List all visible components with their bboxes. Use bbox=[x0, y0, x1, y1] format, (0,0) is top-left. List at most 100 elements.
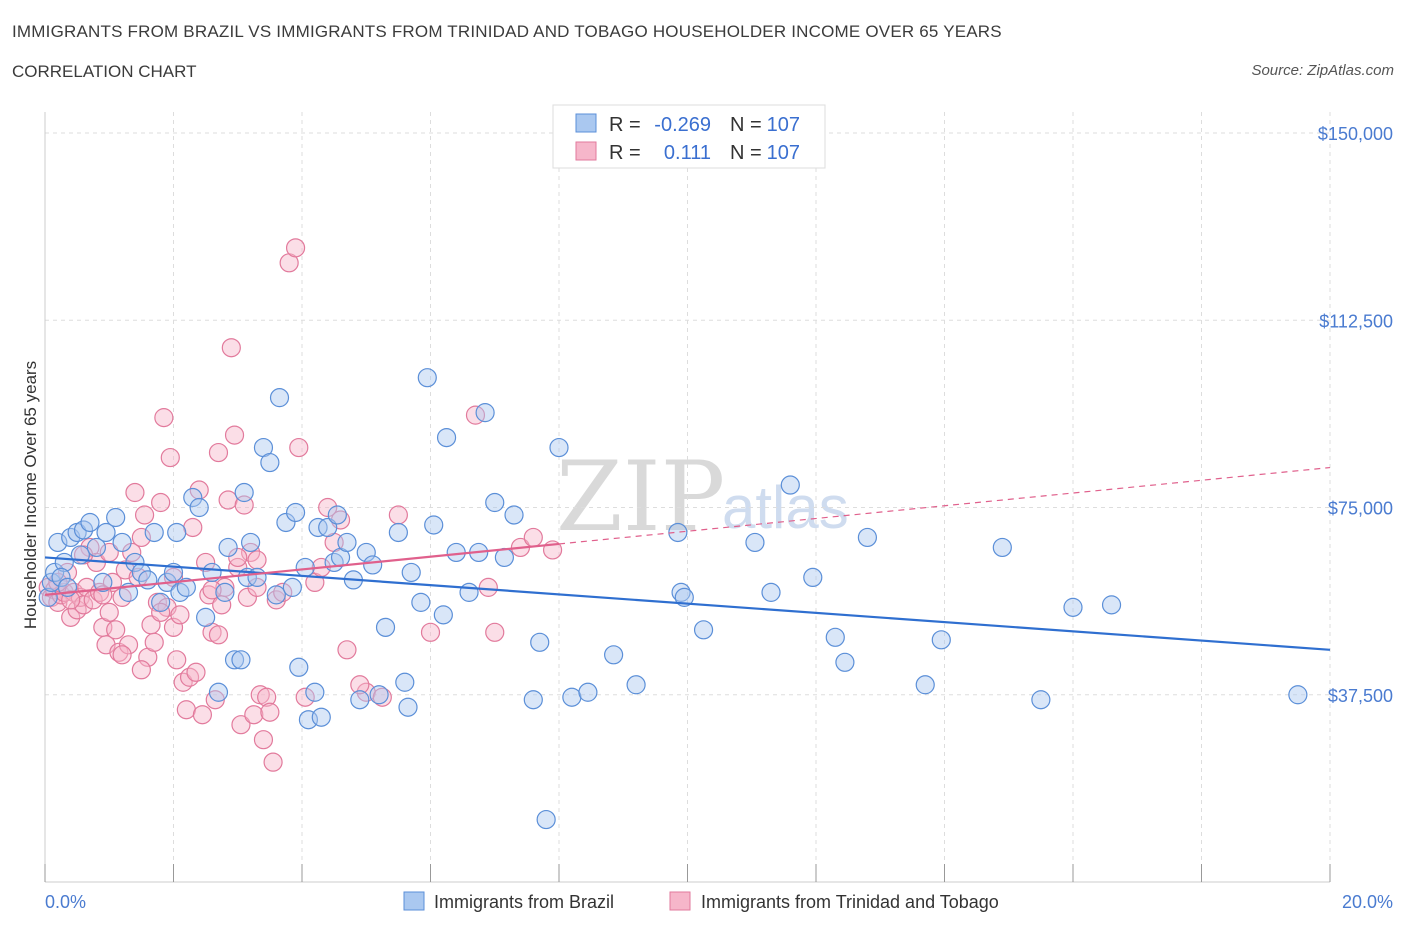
trinidad-point bbox=[523, 527, 543, 548]
brazil-point bbox=[269, 388, 290, 408]
trinidad-point bbox=[151, 492, 171, 513]
brazil-point bbox=[475, 403, 495, 423]
brazil-point bbox=[247, 567, 267, 588]
brazil-point bbox=[282, 577, 302, 597]
brazil-point bbox=[401, 562, 421, 583]
brazil-point bbox=[780, 475, 800, 495]
brazil-point bbox=[48, 532, 68, 553]
brazil-point bbox=[485, 492, 505, 513]
trinidad-point bbox=[244, 705, 264, 725]
brazil-point bbox=[96, 522, 116, 543]
stats-r-value-trinidad: 0.111 bbox=[664, 142, 711, 164]
stats-n-label-trinidad: N = bbox=[730, 142, 762, 164]
brazil-point bbox=[459, 582, 479, 602]
trinidad-point bbox=[106, 620, 126, 640]
brazil-point bbox=[45, 562, 65, 583]
brazil-point bbox=[369, 685, 389, 705]
legend-swatch-brazil[interactable] bbox=[403, 891, 425, 911]
brazil-point bbox=[285, 502, 306, 523]
brazil-point bbox=[626, 675, 646, 695]
brazil-point bbox=[1063, 597, 1083, 617]
trinidad-point bbox=[173, 672, 193, 692]
trend-line-trinidad-dashed bbox=[558, 466, 1331, 545]
trinidad-point bbox=[179, 667, 200, 687]
trinidad-point bbox=[192, 705, 213, 725]
brazil-point bbox=[260, 452, 280, 473]
stats-r-label-brazil: R = bbox=[609, 114, 641, 136]
brazil-point bbox=[350, 690, 370, 710]
trinidad-point bbox=[170, 605, 190, 625]
trinidad-point bbox=[144, 632, 164, 652]
brazil-point bbox=[51, 567, 71, 588]
trinidad-point bbox=[266, 590, 286, 610]
trend-lines bbox=[44, 466, 1331, 651]
brazil-point bbox=[424, 515, 444, 535]
brazil-point bbox=[327, 505, 347, 525]
brazil-point bbox=[504, 505, 524, 525]
trinidad-point bbox=[260, 702, 280, 722]
y-axis-label: Householder Income Over 65 years bbox=[21, 361, 40, 629]
trinidad-point bbox=[253, 730, 274, 750]
brazil-point bbox=[523, 690, 543, 710]
brazil-point bbox=[835, 652, 855, 672]
brazil-point bbox=[388, 522, 408, 543]
trinidad-point bbox=[485, 622, 505, 642]
trinidad-point bbox=[289, 437, 309, 458]
legend-label-trinidad[interactable]: Immigrants from Trinidad and Tobago bbox=[701, 892, 999, 912]
brazil-point bbox=[530, 632, 550, 652]
brazil-point bbox=[915, 675, 935, 695]
trinidad-point bbox=[167, 650, 187, 670]
brazil-point bbox=[674, 587, 694, 607]
brazil-point bbox=[433, 605, 453, 625]
brazil-point bbox=[395, 672, 415, 692]
watermark-zip: ZIP bbox=[556, 441, 725, 553]
y-tick-labels: $37,500 $75,000 $112,500 $150,000 bbox=[1318, 124, 1393, 706]
trinidad-point bbox=[131, 660, 151, 680]
trinidad-point bbox=[160, 447, 180, 468]
brazil-point bbox=[93, 572, 113, 593]
brazil-point bbox=[436, 427, 457, 448]
brazil-point bbox=[308, 517, 328, 538]
stats-n-value-brazil: 107 bbox=[767, 114, 800, 136]
trinidad-point bbox=[224, 425, 245, 445]
stats-n-value-trinidad: 107 bbox=[767, 142, 800, 164]
trinidad-point bbox=[295, 687, 315, 707]
stats-swatch-trinidad bbox=[575, 141, 597, 161]
trinidad-point bbox=[218, 490, 238, 510]
trinidad-point bbox=[285, 238, 306, 258]
brazil-point bbox=[151, 592, 171, 612]
brazil-point bbox=[825, 627, 845, 647]
brazil-point bbox=[144, 522, 164, 543]
brazil-point bbox=[112, 532, 132, 553]
legend-swatch-trinidad[interactable] bbox=[669, 891, 691, 911]
brazil-point bbox=[1101, 595, 1122, 615]
x-tick-label-min: 0.0% bbox=[45, 892, 86, 912]
trinidad-point bbox=[67, 600, 87, 620]
brazil-point bbox=[562, 687, 582, 707]
trinidad-point bbox=[208, 625, 229, 645]
trinidad-point bbox=[61, 590, 81, 610]
brazil-point bbox=[857, 527, 878, 548]
stats-box-frame bbox=[552, 104, 826, 169]
brazil-point bbox=[241, 532, 261, 553]
stats-box: R = -0.269 N = 107 R = 0.111 N = 107 bbox=[552, 104, 826, 169]
trinidad-point bbox=[263, 752, 283, 772]
trinidad-point bbox=[208, 442, 229, 463]
legend: Immigrants from Brazil Immigrants from T… bbox=[403, 891, 999, 912]
brazil-point bbox=[931, 630, 951, 650]
brazil-point bbox=[183, 487, 203, 508]
trinidad-point bbox=[420, 622, 441, 642]
y-tick-label: $112,500 bbox=[1319, 311, 1393, 331]
brazil-point bbox=[604, 645, 624, 665]
brazil-point bbox=[73, 520, 94, 540]
brazil-point bbox=[337, 532, 357, 553]
brazil-point bbox=[578, 682, 598, 702]
brazil-point bbox=[106, 507, 126, 528]
trinidad-point bbox=[134, 505, 155, 525]
x-ticks bbox=[44, 864, 1331, 882]
trinidad-point bbox=[118, 635, 139, 655]
brazil-point bbox=[86, 537, 107, 558]
brazil-point bbox=[167, 522, 187, 543]
brazil-point bbox=[398, 697, 418, 717]
legend-label-brazil[interactable]: Immigrants from Brazil bbox=[434, 892, 614, 912]
